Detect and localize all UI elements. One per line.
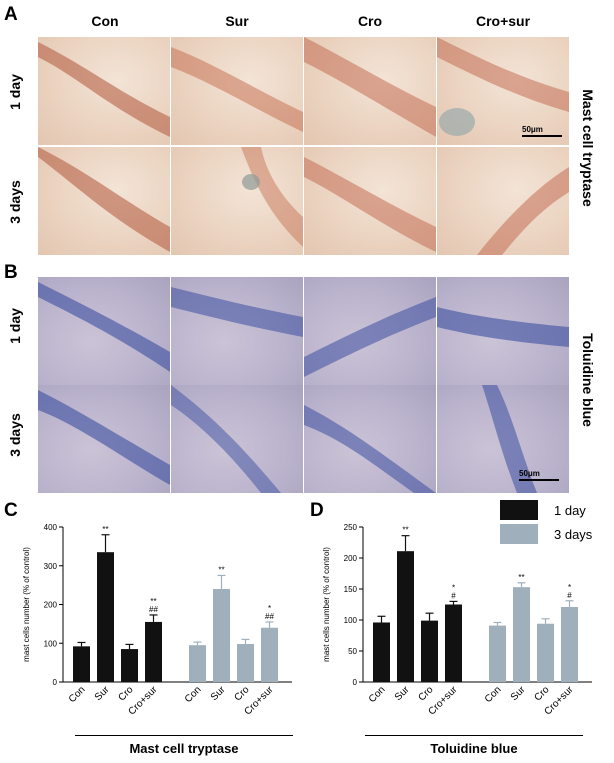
significance-label: # xyxy=(451,591,456,600)
micrograph-b-1day-cro xyxy=(304,277,436,385)
x-tick-label: Con xyxy=(183,684,204,705)
chart-mast-cell-tryptase: 0 100 200 300 400 mast cells number (% of con… xyxy=(22,523,292,717)
bar xyxy=(489,625,506,682)
micrograph-a-3days-cro xyxy=(304,147,436,255)
micrograph-b-1day-sur xyxy=(171,277,303,385)
x-tick-label: Cro xyxy=(416,684,435,703)
significance-label: * xyxy=(452,583,455,592)
panel-letter-d: D xyxy=(310,500,324,521)
column-header-sur: Sur xyxy=(225,13,249,29)
side-label-mast-cell-tryptase: Mast cell tryptase xyxy=(580,89,596,207)
significance-label: ** xyxy=(218,565,224,574)
group-underline-d xyxy=(365,735,583,736)
significance-label: * xyxy=(568,583,571,592)
significance-label: ## xyxy=(149,605,158,614)
bar xyxy=(97,552,114,682)
bar xyxy=(373,622,390,682)
y-tick-label: 0 xyxy=(53,678,58,687)
group-underline-c xyxy=(75,735,293,736)
column-header-con: Con xyxy=(91,13,119,29)
micrograph-b-3days-sur xyxy=(171,385,303,493)
bar xyxy=(537,623,554,682)
bar xyxy=(189,645,206,682)
significance-label: ## xyxy=(265,612,274,621)
significance-label: # xyxy=(567,591,572,600)
micrograph-b-3days-cro xyxy=(304,385,436,493)
x-tick-label: Con xyxy=(367,684,388,705)
y-tick-label: 0 xyxy=(353,678,358,687)
legend-item-1-day: 1 day xyxy=(500,498,592,522)
x-tick-label: Cro xyxy=(232,684,251,703)
bar xyxy=(73,646,90,682)
legend-item-3-days: 3 days xyxy=(500,522,592,546)
column-header-cro-sur: Cro+sur xyxy=(475,13,531,29)
panel-letter-a: A xyxy=(4,4,18,25)
row-label-1-day-a: 1 day xyxy=(7,74,23,110)
micrograph-a-3days-con xyxy=(38,147,170,255)
micrograph-b-1day-cro-sur xyxy=(437,277,569,385)
group-label-toluidine-blue: Toluidine blue xyxy=(430,741,518,756)
bar xyxy=(261,627,278,682)
micrograph-b-3days-cro-sur: 50μm xyxy=(437,385,569,493)
x-tick-label: Sur xyxy=(209,684,228,703)
x-tick-label: Sur xyxy=(393,684,412,703)
column-header-cro: Cro xyxy=(357,13,383,29)
row-label-3-days-a: 3 days xyxy=(7,180,23,224)
x-tick-label: Cro xyxy=(116,684,135,703)
y-tick-label: 250 xyxy=(344,523,358,532)
y-tick-label: 150 xyxy=(344,585,358,594)
row-label-1-day-b: 1 day xyxy=(7,308,23,344)
bar xyxy=(213,589,230,682)
bar xyxy=(513,587,530,682)
legend-label-3-days: 3 days xyxy=(554,526,593,542)
legend-swatch-1-day xyxy=(500,500,538,520)
y-tick-label: 200 xyxy=(44,601,58,610)
scale-bar-a: 50μm xyxy=(522,125,562,137)
legend-swatch-3-days xyxy=(500,524,538,544)
y-tick-label: 200 xyxy=(344,554,358,563)
group-label-mast-cell-tryptase: Mast cell tryptase xyxy=(129,741,239,756)
bar xyxy=(397,551,414,682)
significance-label: ** xyxy=(150,597,156,606)
x-tick-label: Cro xyxy=(532,684,551,703)
y-tick-label: 300 xyxy=(44,562,58,571)
micrograph-a-1day-cro xyxy=(304,37,436,145)
y-tick-label: 50 xyxy=(348,647,357,656)
x-tick-label: Sur xyxy=(93,684,112,703)
row-label-3-days-b: 3 days xyxy=(7,413,23,457)
micrograph-a-1day-sur xyxy=(171,37,303,145)
x-tick-label: Con xyxy=(67,684,88,705)
legend-label-1-day: 1 day xyxy=(554,502,586,518)
y-tick-label: 100 xyxy=(44,639,58,648)
significance-label: * xyxy=(268,604,271,613)
bar xyxy=(145,621,162,682)
micrograph-a-3days-sur xyxy=(171,147,303,255)
micrograph-a-3days-cro-sur xyxy=(437,147,569,255)
chart-toluidine-blue: 0 50 100 150 200 250 mast cells number (% of c… xyxy=(322,523,592,717)
legend: 1 day 3 days xyxy=(500,498,592,546)
x-tick-label: Con xyxy=(483,684,504,705)
significance-label: ** xyxy=(518,573,524,582)
significance-label: ** xyxy=(102,525,108,534)
micrograph-a-1day-con xyxy=(38,37,170,145)
y-axis-label: mast cells number (% of control) xyxy=(22,547,31,662)
scale-bar-b: 50μm xyxy=(519,469,559,481)
y-tick-label: 400 xyxy=(44,523,58,532)
side-label-toluidine-blue: Toluidine blue xyxy=(580,333,596,427)
bar xyxy=(445,604,462,682)
panel-letter-b: B xyxy=(4,262,18,283)
significance-label: ** xyxy=(402,526,408,535)
y-axis-label: mast cells number (% of control) xyxy=(322,547,331,662)
micrograph-b-1day-con xyxy=(38,277,170,385)
x-tick-label: Sur xyxy=(509,684,528,703)
micrograph-a-1day-cro-sur: 50μm xyxy=(437,37,569,145)
y-tick-label: 100 xyxy=(344,616,358,625)
bar xyxy=(121,649,138,682)
bar xyxy=(561,606,578,682)
panel-letter-c: C xyxy=(4,500,18,521)
bar xyxy=(237,644,254,682)
bar xyxy=(421,620,438,682)
micrograph-b-3days-con xyxy=(38,385,170,493)
